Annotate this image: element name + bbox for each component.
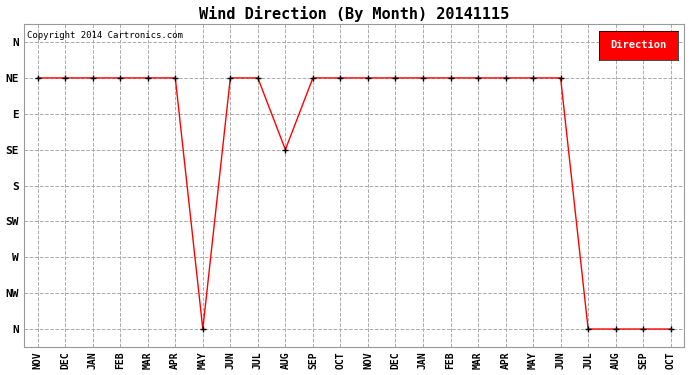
Title: Wind Direction (By Month) 20141115: Wind Direction (By Month) 20141115: [199, 6, 509, 21]
Text: Copyright 2014 Cartronics.com: Copyright 2014 Cartronics.com: [27, 31, 183, 40]
